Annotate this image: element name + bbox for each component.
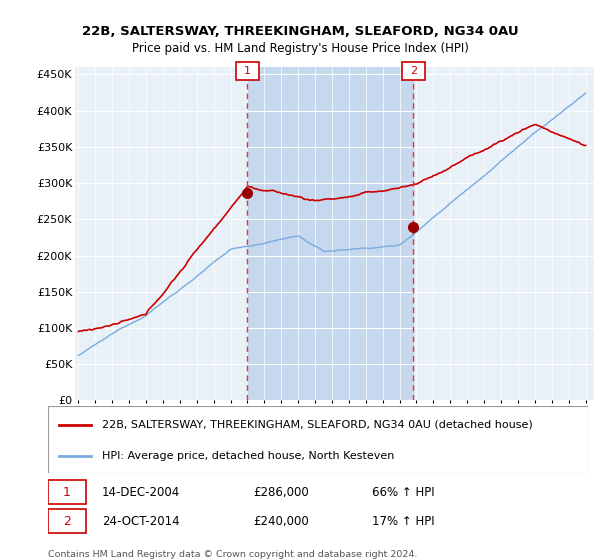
- Text: 2: 2: [410, 66, 417, 76]
- Text: £240,000: £240,000: [253, 515, 309, 528]
- Text: 2: 2: [63, 515, 71, 528]
- Text: 66% ↑ HPI: 66% ↑ HPI: [372, 486, 434, 498]
- Bar: [247, 67, 413, 400]
- Text: HPI: Average price, detached house, North Kesteven: HPI: Average price, detached house, Nort…: [102, 451, 394, 461]
- Text: Price paid vs. HM Land Registry's House Price Index (HPI): Price paid vs. HM Land Registry's House …: [131, 42, 469, 55]
- Text: 22B, SALTERSWAY, THREEKINGHAM, SLEAFORD, NG34 0AU (detached house): 22B, SALTERSWAY, THREEKINGHAM, SLEAFORD,…: [102, 420, 533, 430]
- Text: 22B, SALTERSWAY, THREEKINGHAM, SLEAFORD, NG34 0AU: 22B, SALTERSWAY, THREEKINGHAM, SLEAFORD,…: [82, 25, 518, 38]
- Text: £286,000: £286,000: [253, 486, 309, 498]
- Text: 17% ↑ HPI: 17% ↑ HPI: [372, 515, 434, 528]
- FancyBboxPatch shape: [48, 510, 86, 533]
- Text: Contains HM Land Registry data © Crown copyright and database right 2024.
This d: Contains HM Land Registry data © Crown c…: [48, 550, 418, 560]
- FancyBboxPatch shape: [236, 62, 259, 80]
- FancyBboxPatch shape: [48, 480, 86, 503]
- FancyBboxPatch shape: [402, 62, 425, 80]
- Text: 14-DEC-2004: 14-DEC-2004: [102, 486, 180, 498]
- Text: 1: 1: [244, 66, 251, 76]
- Text: 1: 1: [63, 486, 71, 498]
- Text: 24-OCT-2014: 24-OCT-2014: [102, 515, 179, 528]
- FancyBboxPatch shape: [48, 406, 588, 473]
